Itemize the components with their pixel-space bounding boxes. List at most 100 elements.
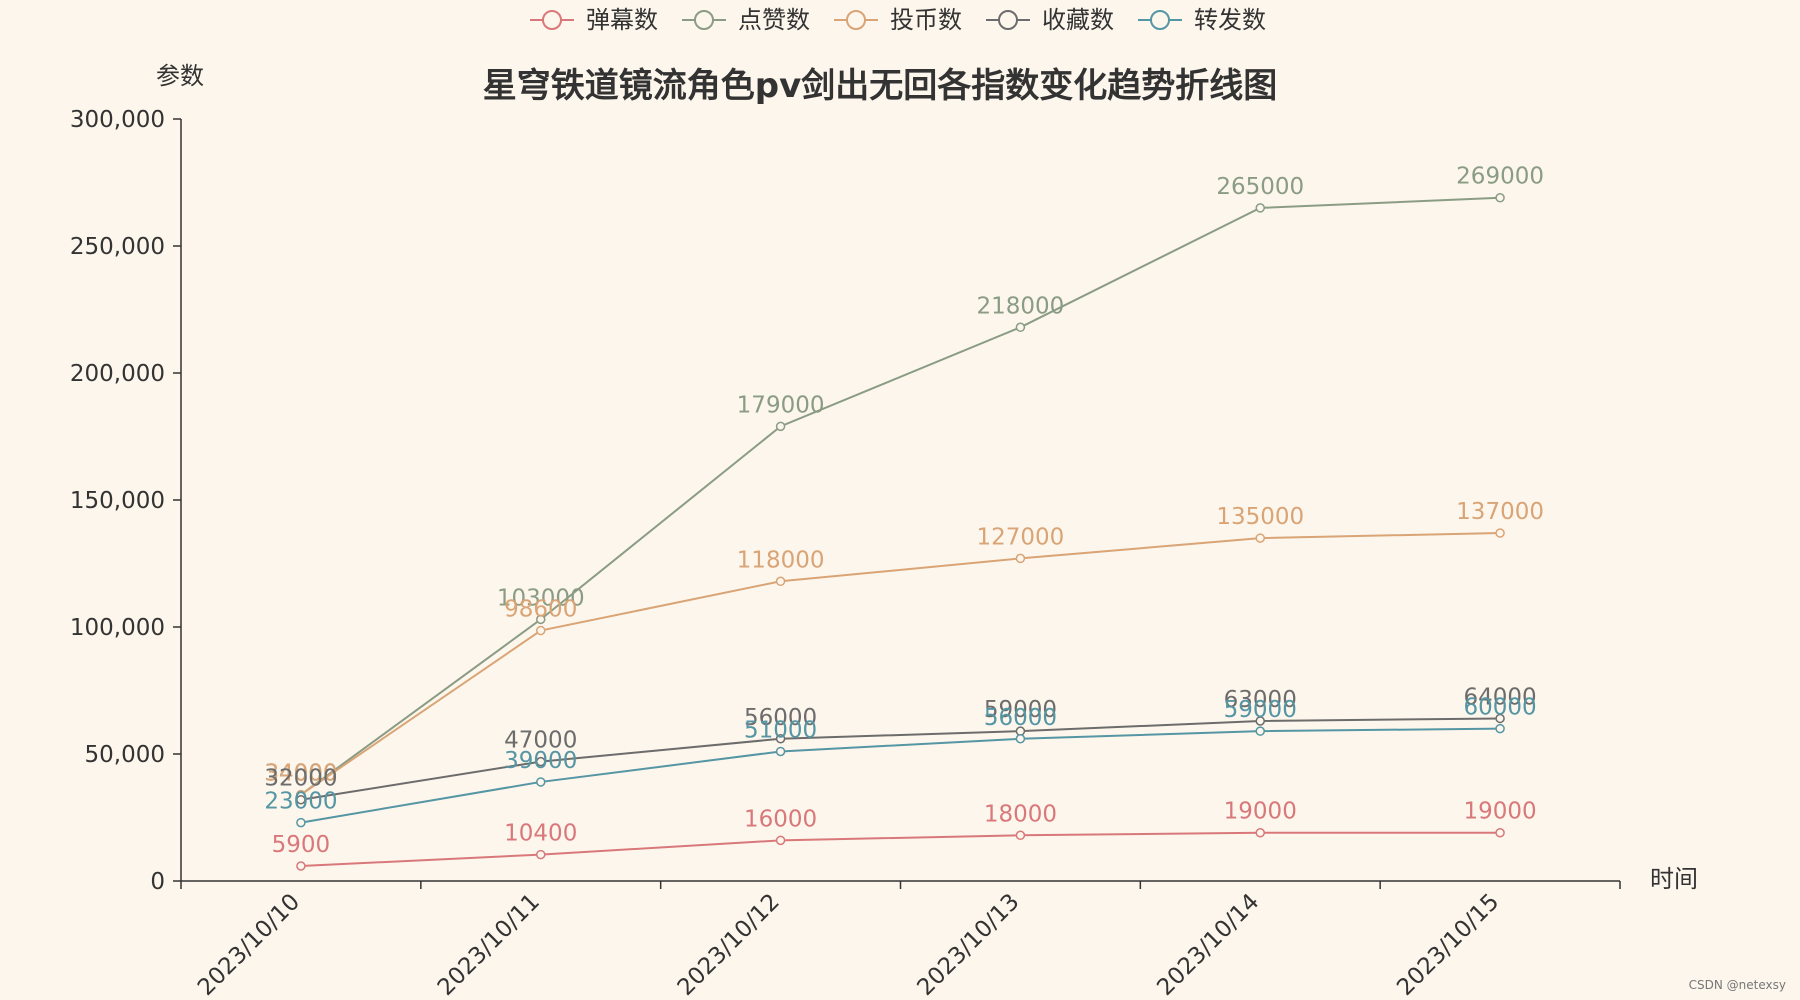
legend-item-3[interactable]: 投币数 [834,6,962,34]
series-line [300,532,1501,796]
data-point[interactable] [1015,553,1026,564]
data-label: 5900 [272,832,331,858]
y-tick-label: 200,000 [70,361,165,387]
data-label: 23000 [264,789,337,815]
data-label: 127000 [977,524,1065,550]
data-label: 103000 [497,585,585,611]
series-line [300,196,1501,796]
data-label: 32000 [264,766,337,792]
data-point[interactable] [1015,830,1026,841]
legend-label: 弹幕数 [586,6,658,34]
data-point[interactable] [536,625,546,636]
series-line [300,727,1501,824]
legend-marker [694,10,714,30]
data-label: 34000 [264,761,337,787]
data-point[interactable] [536,849,546,860]
data-point[interactable] [1255,203,1265,213]
data-point[interactable] [536,777,546,787]
y-axis-label: 参数 [156,62,204,90]
x-tick-label: 2023/10/14 [1152,889,1264,1000]
data-point[interactable] [296,817,306,828]
data-point[interactable] [775,421,786,432]
legend-marker [542,10,562,30]
data-label: 63000 [1224,687,1297,713]
legend: 弹幕数 点赞数 投币数 收藏数 转发数 [530,6,1266,34]
data-point[interactable] [1255,533,1265,543]
data-label: 18000 [984,801,1057,827]
data-label: 60000 [1463,695,1536,721]
legend-marker [846,10,866,30]
series-1: 5900 10400 16000 18000 19000 19000 [272,799,1537,871]
legend-item-4[interactable]: 收藏数 [986,6,1114,34]
data-label: 137000 [1456,499,1544,525]
data-point[interactable] [1015,322,1026,333]
data-point[interactable] [775,734,786,744]
watermark: CSDN @netexsy [1688,978,1786,992]
series-3: 34000 98600 118000 127000 135000 137000 [264,499,1544,800]
data-label: 64000 [1463,684,1536,710]
y-tick-label: 100,000 [70,615,165,641]
data-label: 59000 [1224,697,1297,723]
series-2: 34000 103000 179000 218000 265000 269000 [264,164,1544,800]
data-point[interactable] [1255,726,1265,736]
data-point[interactable] [1015,734,1026,744]
data-label: 56000 [984,705,1057,731]
legend-label: 点赞数 [738,6,810,34]
y-tick-label: 150,000 [70,488,165,514]
data-label: 118000 [737,547,825,573]
data-label: 51000 [744,717,817,743]
y-tick-label: 0 [150,869,165,895]
data-label: 218000 [977,293,1065,319]
data-label: 39000 [504,748,577,774]
legend-label: 收藏数 [1042,6,1114,34]
legend-label: 投币数 [890,6,962,34]
x-tick-label: 2023/10/15 [1392,889,1504,1000]
data-label: 16000 [744,806,817,832]
data-label: 56000 [744,705,817,731]
data-point[interactable] [775,576,786,587]
chart-title: 星穹铁道镜流角色pv剑出无回各指数变化趋势折线图 [483,66,1278,106]
data-point[interactable] [536,614,546,625]
data-point[interactable] [1495,713,1505,724]
data-label: 19000 [1463,799,1536,825]
series-layer: 5900 10400 16000 18000 19000 19000 34000 103000… [264,164,1544,871]
data-point[interactable] [1495,723,1505,734]
x-tick-label: 2023/10/13 [913,889,1025,1000]
data-point[interactable] [296,861,306,871]
legend-marker [1150,10,1170,30]
x-tick-label: 2023/10/11 [433,889,545,1000]
x-axis-label: 时间 [1650,865,1698,893]
data-label: 269000 [1456,164,1544,190]
series-line [300,717,1501,801]
data-point[interactable] [296,794,306,805]
data-label: 19000 [1224,799,1297,825]
y-tick-label: 300,000 [70,107,165,133]
data-label: 34000 [264,761,337,787]
data-point[interactable] [536,756,546,767]
data-point[interactable] [1495,192,1505,203]
y-tick-label: 50,000 [85,742,165,768]
legend-item-1[interactable]: 弹幕数 [530,6,658,34]
data-label: 59000 [984,697,1057,723]
data-point[interactable] [1255,716,1265,726]
data-label: 265000 [1216,174,1304,200]
x-tick-label: 2023/10/10 [193,889,305,1000]
y-tick-label: 250,000 [70,234,165,260]
data-point[interactable] [1495,528,1505,538]
x-tick-label: 2023/10/12 [673,889,785,1000]
legend-item-2[interactable]: 点赞数 [682,6,810,34]
data-point[interactable] [1255,827,1265,838]
legend-item-5[interactable]: 转发数 [1138,6,1266,34]
data-point[interactable] [1495,827,1505,838]
data-point[interactable] [775,746,786,757]
data-label: 98600 [504,597,577,623]
legend-label: 转发数 [1194,6,1266,34]
data-label: 135000 [1216,504,1304,530]
data-point[interactable] [775,835,786,846]
data-label: 179000 [737,392,825,418]
series-line [300,831,1501,868]
data-label: 10400 [504,821,577,847]
